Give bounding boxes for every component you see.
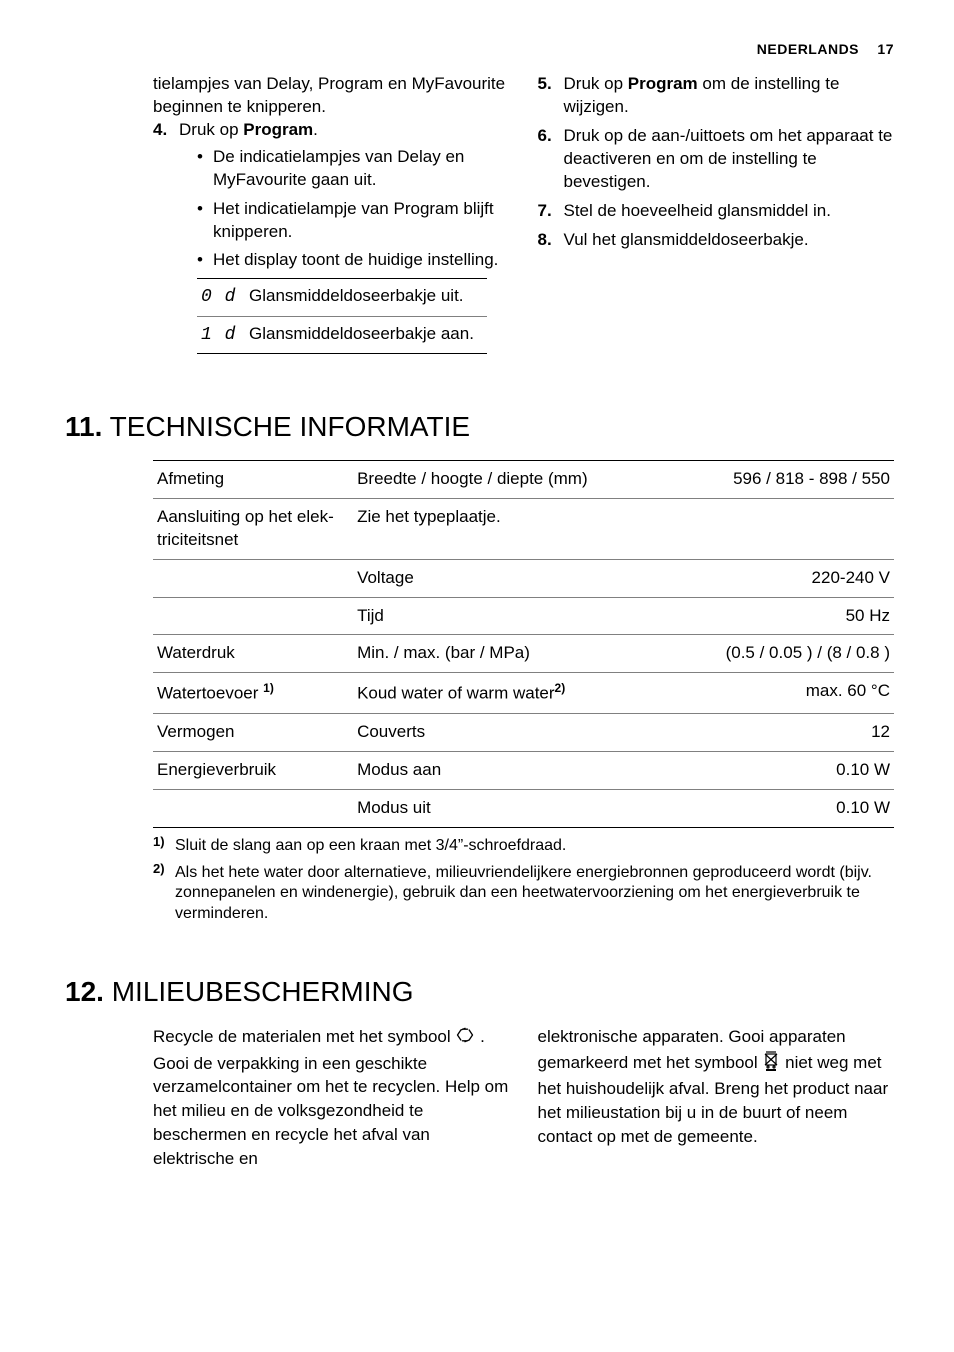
footnote: 2) Als het hete water door alternatieve,… — [153, 863, 894, 925]
display-desc: Glansmiddeldoseerbakje uit. — [249, 285, 483, 308]
technical-table: AfmetingBreedte / hoogte / diepte (mm)59… — [153, 460, 894, 828]
table-row: 1 d Glansmiddeldoseerbakje aan. — [197, 316, 487, 353]
section-title: MILIEUBESCHERMING — [112, 976, 414, 1007]
table-row: EnergieverbruikModus aan0.10 W — [153, 751, 894, 789]
bullet: De indicatielampjes van Delay en MyFavou… — [197, 146, 510, 192]
footnote-text: Als het hete water door alternatieve, mi… — [175, 864, 872, 923]
cell-value: 596 / 818 - 898 / 550 — [635, 460, 894, 498]
cell-value: 0.10 W — [635, 751, 894, 789]
procedure-columns: tielampjes van Delay, Program en My­Favo… — [65, 73, 894, 360]
cell-value: max. 60 °C — [635, 673, 894, 714]
env-right: elektronische apparaten. Gooi apparaten … — [538, 1025, 895, 1171]
step-text: Druk op Program. — [179, 120, 318, 139]
left-column: tielampjes van Delay, Program en My­Favo… — [65, 73, 510, 360]
section-11-heading: 11. TECHNISCHE INFORMATIE — [65, 408, 894, 446]
cell-desc: Koud water of warm water2) — [353, 673, 635, 714]
section-title: TECHNISCHE INFORMATIE — [110, 411, 470, 442]
step-text: Druk op Program om de instelling te wijz… — [564, 74, 840, 116]
footnote: 1) Sluit de slang aan op een kraan met 3… — [153, 836, 894, 857]
cell-label — [153, 789, 353, 827]
section-12-heading: 12. MILIEUBESCHERMING — [65, 973, 894, 1011]
cell-label: Afmeting — [153, 460, 353, 498]
page-header: NEDERLANDS 17 — [65, 40, 894, 59]
footnote-num: 1) — [153, 834, 165, 851]
table-row: Watertoevoer 1)Koud water of warm water2… — [153, 673, 894, 714]
step-num: 5. — [538, 73, 552, 96]
header-lang: NEDERLANDS — [757, 41, 859, 57]
cell-value: 12 — [635, 714, 894, 752]
step-7: 7. Stel de hoeveelheid glansmiddel in. — [538, 200, 895, 223]
step-num: 6. — [538, 125, 552, 148]
right-column: 5. Druk op Program om de instelling te w… — [538, 73, 895, 360]
section-num: 11. — [65, 411, 102, 442]
table-row: Tijd50 Hz — [153, 597, 894, 635]
continuation-text: tielampjes van Delay, Program en My­Favo… — [153, 73, 510, 119]
display-code: 0 d — [201, 285, 249, 309]
bullet: Het indicatielampje van Program blijft k… — [197, 198, 510, 244]
cell-label — [153, 559, 353, 597]
step-4: 4. Druk op Program. De indicatielampjes … — [153, 119, 510, 354]
table-row: Modus uit0.10 W — [153, 789, 894, 827]
footnotes: 1) Sluit de slang aan op een kraan met 3… — [153, 836, 894, 925]
cell-desc: Modus uit — [353, 789, 635, 827]
step-num: 8. — [538, 229, 552, 252]
cell-label: Waterdruk — [153, 635, 353, 673]
step-8: 8. Vul het glansmiddeldoseerbakje. — [538, 229, 895, 252]
table-row: AfmetingBreedte / hoogte / diepte (mm)59… — [153, 460, 894, 498]
cell-value: 220-240 V — [635, 559, 894, 597]
cell-desc: Voltage — [353, 559, 635, 597]
cell-desc: Breedte / hoogte / diepte (mm) — [353, 460, 635, 498]
weee-bin-icon — [762, 1049, 780, 1078]
cell-label: Aansluiting op het elek­triciteitsnet — [153, 498, 353, 559]
recycle-icon — [455, 1025, 475, 1052]
step-text: Stel de hoeveelheid glansmiddel in. — [564, 201, 831, 220]
step-5: 5. Druk op Program om de instelling te w… — [538, 73, 895, 119]
cell-desc: Min. / max. (bar / MPa) — [353, 635, 635, 673]
display-codes-table: 0 d Glansmiddeldoseerbakje uit. 1 d Glan… — [197, 278, 487, 354]
section-num: 12. — [65, 976, 104, 1007]
display-desc: Glansmiddeldoseerbakje aan. — [249, 323, 483, 346]
table-row: WaterdrukMin. / max. (bar / MPa)(0.5 / 0… — [153, 635, 894, 673]
cell-desc: Tijd — [353, 597, 635, 635]
cell-value — [635, 498, 894, 559]
step-num: 4. — [153, 119, 167, 142]
cell-label: Energieverbruik — [153, 751, 353, 789]
cell-label: Vermogen — [153, 714, 353, 752]
table-row: Voltage220-240 V — [153, 559, 894, 597]
table-row: VermogenCouverts12 — [153, 714, 894, 752]
cell-label: Watertoevoer 1) — [153, 673, 353, 714]
cell-label — [153, 597, 353, 635]
env-left: Recycle de materialen met het symbool . … — [153, 1025, 510, 1171]
bullet: Het display toont de huidige instel­ling… — [197, 249, 510, 272]
cell-desc: Couverts — [353, 714, 635, 752]
footnote-num: 2) — [153, 861, 165, 878]
cell-desc: Modus aan — [353, 751, 635, 789]
cell-value: 0.10 W — [635, 789, 894, 827]
table-row: Aansluiting op het elek­triciteitsnetZie… — [153, 498, 894, 559]
step-text: Vul het glansmiddeldoseerbakje. — [564, 230, 809, 249]
display-code: 1 d — [201, 323, 249, 347]
cell-desc: Zie het typeplaatje. — [353, 498, 635, 559]
cell-value: (0.5 / 0.05 ) / (8 / 0.8 ) — [635, 635, 894, 673]
step-text: Druk op de aan-/uittoets om het appa­raa… — [564, 126, 893, 191]
environment-columns: Recycle de materialen met het symbool . … — [153, 1025, 894, 1171]
step-4-bullets: De indicatielampjes van Delay en MyFavou… — [179, 146, 510, 273]
step-num: 7. — [538, 200, 552, 223]
footnote-text: Sluit de slang aan op een kraan met 3/4”… — [175, 837, 566, 854]
cell-value: 50 Hz — [635, 597, 894, 635]
header-page: 17 — [877, 41, 894, 57]
step-6: 6. Druk op de aan-/uittoets om het appa­… — [538, 125, 895, 194]
table-row: 0 d Glansmiddeldoseerbakje uit. — [197, 279, 487, 315]
